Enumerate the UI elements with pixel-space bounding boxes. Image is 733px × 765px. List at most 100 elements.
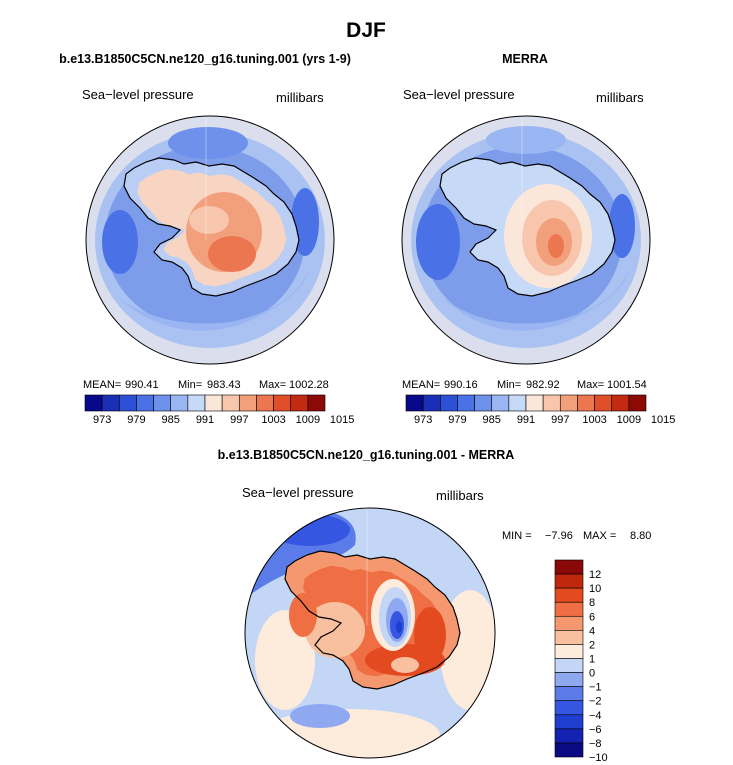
min-label: MIN = — [502, 530, 532, 542]
colorbar-tick-label: 985 — [162, 414, 180, 426]
map-field — [86, 116, 334, 364]
colorbar-swatch — [594, 394, 613, 412]
colorbar-swatch — [554, 630, 584, 645]
colorbar-tick-label: 1009 — [296, 414, 320, 426]
colorbar-swatch — [307, 394, 326, 412]
colorbar-swatch — [628, 394, 647, 412]
colorbar-swatch — [101, 394, 120, 412]
colorbar-tick-label: 979 — [448, 414, 466, 426]
colorbar-merra: 973 979 985 991 997 1003 1009 1015 — [405, 394, 675, 426]
colorbar-tick-label: 1003 — [261, 414, 285, 426]
colorbar-swatch — [187, 394, 206, 412]
mean-value: 990.16 — [444, 379, 478, 391]
mean-value: 990.41 — [125, 379, 159, 391]
colorbar-swatch — [554, 573, 584, 589]
mean-label: MEAN= — [83, 379, 121, 391]
colorbar-swatch — [554, 700, 584, 716]
colorbar-tick-label: −8 — [589, 738, 602, 750]
colorbar-swatch — [422, 394, 441, 412]
panel-difference: b.e13.B1850C5CN.ne120_g16.tuning.001 - M… — [218, 448, 652, 764]
colorbar-model: 973 979 985 991 997 1003 1009 1015 — [84, 394, 354, 426]
colorbar-tick-label: −1 — [589, 682, 602, 694]
colorbar-swatch — [508, 394, 527, 412]
colorbar-swatch — [554, 686, 584, 702]
panel-title: b.e13.B1850C5CN.ne120_g16.tuning.001 - M… — [218, 448, 515, 462]
colorbar-tick-label: 1015 — [330, 414, 354, 426]
colorbar-swatch — [474, 394, 493, 412]
colorbar-tick-label: 1003 — [582, 414, 606, 426]
colorbar-swatch — [525, 394, 544, 412]
colorbar-swatch — [256, 394, 274, 412]
colorbar-swatch — [221, 394, 240, 412]
colorbar-tick-label: 997 — [551, 414, 569, 426]
max-value: 8.80 — [630, 530, 651, 542]
colorbar-swatch — [405, 394, 424, 412]
colorbar-swatch — [118, 394, 137, 412]
colorbar-swatch — [491, 394, 510, 412]
colorbar-swatch — [554, 644, 584, 659]
panel-model: b.e13.B1850C5CN.ne120_g16.tuning.001 (yr… — [59, 52, 354, 426]
colorbar-swatch — [542, 394, 561, 412]
colorbar-tick-label: 0 — [589, 668, 595, 680]
colorbar-swatch — [554, 658, 584, 673]
colorbar-swatch — [238, 394, 257, 412]
min-value: −7.96 — [545, 530, 573, 542]
colorbar-swatch — [559, 394, 578, 412]
colorbar-tick-label: −6 — [589, 724, 602, 736]
colorbar-swatch — [554, 559, 584, 575]
colorbar-tick-label: −4 — [589, 710, 602, 722]
colorbar-tick-label: 1009 — [617, 414, 641, 426]
colorbar-tick-label: −10 — [589, 752, 608, 764]
colorbar-swatch — [457, 394, 475, 412]
colorbar-swatch — [273, 394, 292, 412]
colorbar-tick-label: 6 — [589, 611, 595, 623]
units-label: millibars — [276, 90, 324, 105]
max-label: Max= — [577, 379, 604, 391]
colorbar-swatch — [554, 615, 584, 631]
colorbar-swatch — [577, 394, 595, 412]
colorbar-tick-label: 4 — [589, 625, 595, 637]
colorbar-tick-label: 12 — [589, 569, 601, 581]
colorbar-swatch — [611, 394, 630, 412]
map-field — [402, 116, 650, 364]
max-value: 1002.28 — [289, 379, 329, 391]
max-label: Max= — [259, 379, 286, 391]
colorbar-tick-label: 8 — [589, 597, 595, 609]
min-value: 982.92 — [526, 379, 560, 391]
panel-merra: MERRA Sea−level pressure millibars MEAN= — [401, 52, 675, 426]
variable-label: Sea−level pressure — [82, 87, 194, 102]
colorbar-swatch — [554, 742, 584, 758]
colorbar-tick-label: 973 — [414, 414, 432, 426]
colorbar-tick-label: 985 — [483, 414, 501, 426]
colorbar-swatch — [170, 394, 189, 412]
colorbar-tick-label: 991 — [196, 414, 214, 426]
colorbar-swatch — [554, 601, 584, 617]
colorbar-tick-label: 1015 — [651, 414, 675, 426]
max-value: 1001.54 — [607, 379, 647, 391]
colorbar-swatch — [84, 394, 103, 412]
panel-title: MERRA — [502, 52, 548, 66]
colorbar-tick-label: 1 — [589, 654, 595, 666]
colorbar-tick-label: 2 — [589, 639, 595, 651]
panel-title: b.e13.B1850C5CN.ne120_g16.tuning.001 (yr… — [59, 52, 351, 66]
max-label: MAX = — [583, 530, 616, 542]
min-label: Min= — [497, 379, 521, 391]
colorbar-swatch — [554, 714, 584, 730]
colorbar-tick-label: 979 — [127, 414, 145, 426]
colorbar-tick-label: 10 — [589, 583, 601, 595]
mean-label: MEAN= — [402, 379, 440, 391]
colorbar-tick-label: 973 — [93, 414, 111, 426]
variable-label: Sea−level pressure — [242, 485, 354, 500]
page-title: DJF — [346, 19, 386, 42]
colorbar-swatch — [439, 394, 458, 412]
colorbar-tick-label: 991 — [517, 414, 535, 426]
colorbar-swatch — [153, 394, 172, 412]
min-label: Min= — [178, 379, 202, 391]
units-label: millibars — [596, 90, 644, 105]
colorbar-swatch — [554, 672, 584, 687]
units-label: millibars — [436, 488, 484, 503]
colorbar-swatch — [290, 394, 309, 412]
